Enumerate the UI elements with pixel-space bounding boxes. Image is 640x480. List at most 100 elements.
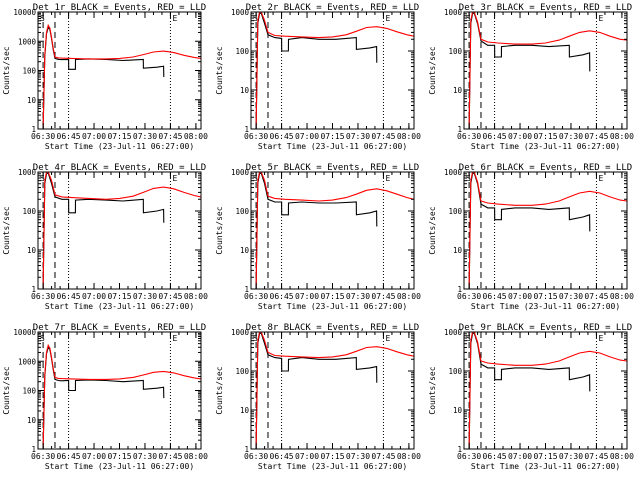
panel-6: Det 6r BLACK = Events, RED = LLD 1 10 100 10… [428, 163, 634, 311]
y-tick-label: 100 [22, 207, 36, 216]
x-axis-label: Start Time (23-Jul-11 06:27:00) [258, 142, 407, 151]
series-line-events [468, 172, 591, 289]
start-marker: S [253, 174, 258, 183]
end-marker: E [598, 334, 603, 343]
start-marker: S [40, 174, 45, 183]
x-tick-label: 08:00 [610, 132, 634, 141]
panel-title: Det 7r BLACK = Events, RED = LLD [33, 323, 206, 333]
x-tick-label: 07:00 [295, 452, 319, 461]
end-marker: E [598, 14, 603, 23]
y-tick-label: 100 [22, 67, 36, 76]
x-tick-label: 06:30 [31, 132, 55, 141]
series-line-lld [255, 12, 414, 129]
x-tick-label: 07:45 [371, 132, 395, 141]
plot-frame [463, 11, 628, 130]
end-marker: E [385, 14, 390, 23]
y-tick-label: 1 [244, 125, 249, 134]
end-marker: E [172, 14, 177, 23]
x-tick-label: 06:45 [57, 452, 81, 461]
start-marker: S [466, 334, 471, 343]
y-axis-label: Counts/sec [428, 366, 437, 414]
series-line-lld [468, 172, 627, 289]
y-tick-label: 10 [27, 246, 37, 255]
panel-8: Det 8r BLACK = Events, RED = LLD 1 10 100 10… [215, 323, 421, 471]
y-tick-label: 1 [457, 445, 462, 454]
plot-frame [37, 331, 202, 450]
y-tick-label: 1000 [231, 328, 250, 337]
end-marker: E [172, 174, 177, 183]
x-tick-label: 08:00 [397, 132, 421, 141]
x-tick-label: 07:00 [295, 132, 319, 141]
x-axis-label: Start Time (23-Jul-11 06:27:00) [258, 462, 407, 471]
x-tick-label: 07:45 [584, 452, 608, 461]
x-tick-label: 07:00 [508, 452, 532, 461]
series-line-events [42, 172, 165, 289]
x-tick-label: 08:00 [184, 292, 208, 301]
panel-3: Det 3r BLACK = Events, RED = LLD 1 10 100 10… [428, 3, 634, 151]
x-tick-label: 07:15 [107, 132, 131, 141]
y-tick-label: 100 [22, 387, 36, 396]
y-axis-label: Counts/sec [215, 366, 224, 414]
y-tick-label: 100 [448, 207, 462, 216]
y-tick-label: 10 [240, 86, 250, 95]
x-tick-label: 08:00 [397, 292, 421, 301]
x-tick-label: 06:45 [270, 452, 294, 461]
x-tick-label: 06:45 [270, 292, 294, 301]
y-tick-label: 1 [457, 285, 462, 294]
y-axis-label: Counts/sec [215, 46, 224, 94]
y-tick-label: 100 [235, 47, 249, 56]
x-tick-label: 07:30 [559, 292, 583, 301]
y-axis-label: Counts/sec [2, 46, 11, 94]
x-tick-label: 07:00 [82, 292, 106, 301]
x-tick-label: 07:15 [107, 292, 131, 301]
x-tick-label: 08:00 [184, 452, 208, 461]
y-axis-label: Counts/sec [2, 366, 11, 414]
x-tick-label: 07:15 [320, 132, 344, 141]
x-tick-label: 07:45 [584, 292, 608, 301]
y-tick-label: 1000 [444, 168, 463, 177]
x-tick-label: 07:45 [158, 452, 182, 461]
panel-2: Det 2r BLACK = Events, RED = LLD 1 10 100 10… [215, 3, 421, 151]
panel-7: Det 7r BLACK = Events, RED = LLD 1 10 100 10… [2, 323, 208, 471]
x-tick-label: 07:00 [295, 292, 319, 301]
y-axis-label: Counts/sec [215, 206, 224, 254]
plot-frame [463, 171, 628, 290]
y-tick-label: 100 [235, 367, 249, 376]
panel-title: Det 8r BLACK = Events, RED = LLD [246, 323, 419, 333]
x-tick-label: 07:15 [320, 452, 344, 461]
x-tick-label: 07:15 [320, 292, 344, 301]
y-tick-label: 10000 [13, 8, 36, 17]
panel-title: Det 9r BLACK = Events, RED = LLD [459, 323, 632, 333]
x-tick-label: 06:30 [31, 452, 55, 461]
x-tick-label: 07:45 [371, 452, 395, 461]
y-tick-label: 10 [240, 246, 250, 255]
x-axis-label: Start Time (23-Jul-11 06:27:00) [258, 302, 407, 311]
x-tick-label: 08:00 [184, 132, 208, 141]
y-tick-label: 1 [31, 445, 36, 454]
x-axis-label: Start Time (23-Jul-11 06:27:00) [471, 142, 620, 151]
y-tick-label: 1000 [444, 8, 463, 17]
x-tick-label: 07:30 [346, 452, 370, 461]
x-axis-label: Start Time (23-Jul-11 06:27:00) [471, 302, 620, 311]
y-axis-label: Counts/sec [428, 206, 437, 254]
x-tick-label: 07:30 [559, 132, 583, 141]
x-tick-label: 07:30 [346, 292, 370, 301]
x-tick-label: 08:00 [610, 292, 634, 301]
y-tick-label: 1000 [444, 328, 463, 337]
x-tick-label: 06:30 [31, 292, 55, 301]
y-tick-label: 100 [448, 47, 462, 56]
x-tick-label: 06:45 [57, 292, 81, 301]
y-tick-label: 1000 [18, 168, 37, 177]
start-marker: S [253, 334, 258, 343]
y-tick-label: 1000 [231, 168, 250, 177]
start-marker: S [253, 14, 258, 23]
plot-frame [250, 171, 415, 290]
panel-title: Det 6r BLACK = Events, RED = LLD [459, 163, 632, 173]
x-axis-label: Start Time (23-Jul-11 06:27:00) [471, 462, 620, 471]
x-tick-label: 07:45 [371, 292, 395, 301]
y-tick-label: 100 [235, 207, 249, 216]
x-tick-label: 07:15 [533, 292, 557, 301]
series-line-lld [255, 172, 414, 289]
y-tick-label: 10 [240, 406, 250, 415]
x-tick-label: 06:45 [483, 292, 507, 301]
